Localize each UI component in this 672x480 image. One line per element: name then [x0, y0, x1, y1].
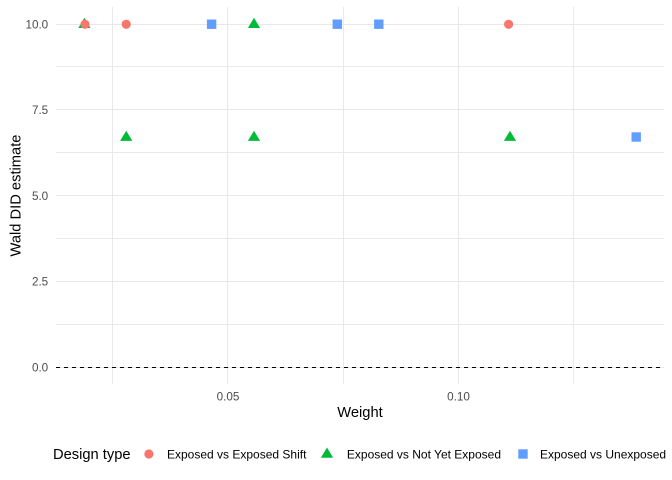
svg-text:10.0: 10.0	[25, 18, 48, 31]
svg-text:2.5: 2.5	[32, 276, 49, 289]
svg-text:0.0: 0.0	[32, 361, 49, 374]
svg-text:5.0: 5.0	[32, 190, 49, 203]
svg-text:Weight: Weight	[337, 405, 382, 421]
svg-text:7.5: 7.5	[32, 104, 49, 117]
svg-text:Wald DID estimate: Wald DID estimate	[8, 135, 24, 257]
svg-text:Exposed vs Not Yet Exposed: Exposed vs Not Yet Exposed	[347, 448, 501, 462]
svg-text:Exposed vs Exposed Shift: Exposed vs Exposed Shift	[167, 448, 307, 462]
svg-text:Design type: Design type	[53, 447, 131, 463]
svg-text:0.05: 0.05	[217, 390, 240, 403]
svg-text:0.10: 0.10	[447, 390, 470, 403]
svg-text:Exposed vs Unexposed: Exposed vs Unexposed	[540, 448, 666, 462]
